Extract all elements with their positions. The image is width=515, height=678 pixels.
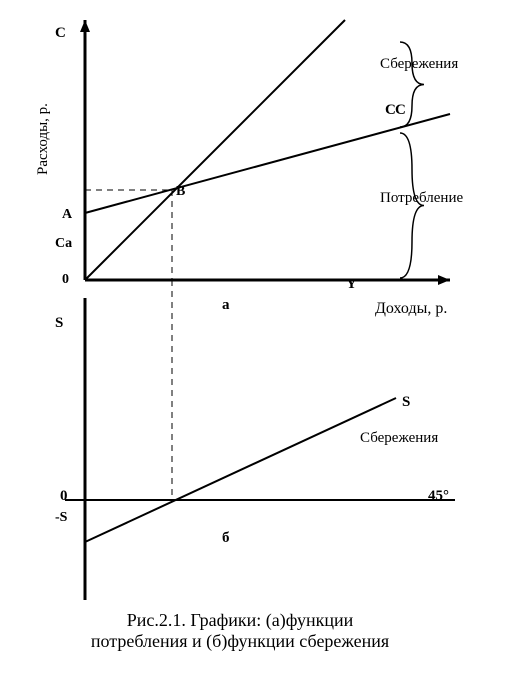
label-S_top: S xyxy=(55,315,63,332)
label-deg45: 45° xyxy=(428,488,449,505)
figure-caption: Рис.2.1. Графики: (а)функции потребления… xyxy=(50,610,430,652)
label-Ca: Ca xyxy=(55,236,72,252)
label-zero_top: 0 xyxy=(62,272,69,288)
label-B: B xyxy=(176,184,185,200)
label-xaxis_title: Доходы, р. xyxy=(375,300,447,318)
label-consumption_lbl: Потребление xyxy=(380,190,463,207)
label-b: б xyxy=(222,530,230,547)
label-C_top: C xyxy=(55,25,66,42)
label-savings_lbl: Сбережения xyxy=(380,56,458,73)
caption-line1: Рис.2.1. Графики: (а)функции xyxy=(127,610,354,630)
label-savings_bot: Сбережения xyxy=(360,430,438,447)
label-S_line: S xyxy=(402,394,410,411)
label-CC2: C xyxy=(395,102,406,119)
label-yaxis_title: Расходы, р. xyxy=(35,103,52,175)
label-minusS: -S xyxy=(55,510,67,526)
caption-line2: потребления и (б)функции сбережения xyxy=(91,631,389,651)
label-a: а xyxy=(222,297,230,314)
label-A: A xyxy=(62,207,72,223)
label-Y: Y xyxy=(346,276,357,293)
label-zero_bot: 0 xyxy=(60,488,68,505)
